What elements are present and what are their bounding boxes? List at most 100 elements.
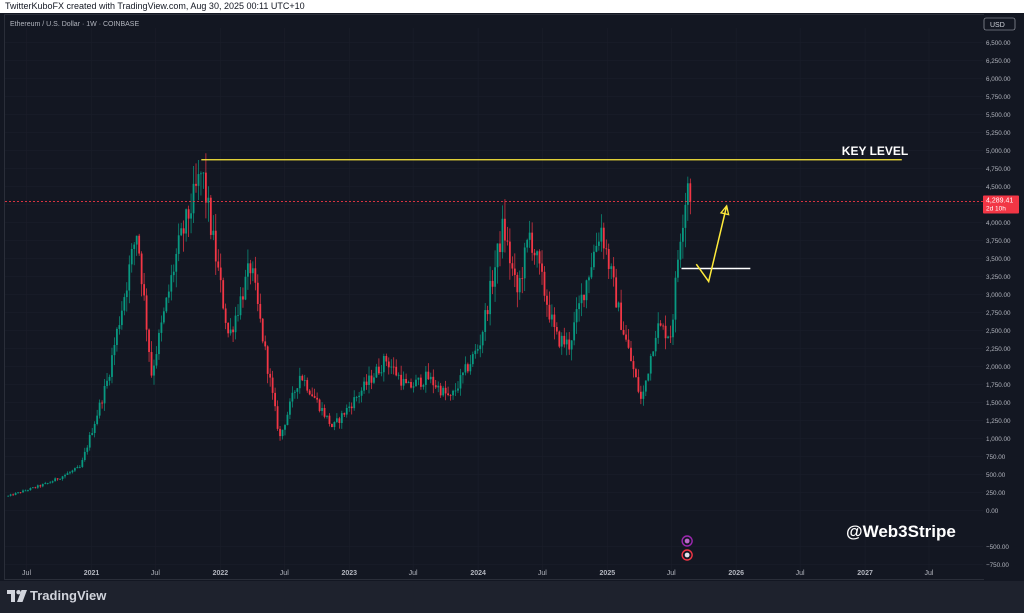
- candle-body: [14, 493, 17, 495]
- price-tick-label: 6,500.00: [986, 40, 1011, 47]
- candle-body: [311, 394, 314, 397]
- candle-body: [335, 418, 338, 422]
- candle-body: [39, 485, 42, 487]
- candle-body: [17, 492, 19, 494]
- time-tick-label: Jul: [409, 570, 418, 577]
- candle-body: [256, 282, 259, 304]
- candle-body: [209, 197, 212, 235]
- candle-body: [358, 395, 361, 398]
- candle-body: [190, 213, 192, 219]
- candle-body: [158, 332, 160, 355]
- price-gridlines: [5, 28, 983, 578]
- candle-body: [108, 376, 111, 381]
- candle-body: [476, 349, 479, 351]
- candle-body: [318, 399, 321, 411]
- candle-body: [612, 266, 615, 278]
- candle-body: [197, 174, 200, 186]
- candle-body: [106, 380, 108, 386]
- candle-body: [392, 366, 395, 368]
- candle-body: [664, 325, 667, 339]
- candle-body: [563, 335, 566, 345]
- candle-body: [254, 268, 257, 283]
- candle-body: [276, 406, 279, 429]
- price-tick-label: 500.00: [986, 472, 1006, 479]
- tradingview-logo-icon[interactable]: [7, 590, 27, 602]
- candle-body: [41, 484, 44, 487]
- candle-body: [508, 241, 511, 264]
- candle-body: [27, 490, 29, 491]
- candle-body: [259, 303, 262, 319]
- candle-body: [523, 247, 526, 279]
- candle-body: [506, 240, 509, 242]
- candle-body: [355, 397, 358, 398]
- candle-body: [410, 382, 412, 388]
- candle-body: [321, 408, 323, 411]
- candle-body: [200, 173, 202, 175]
- candle-body: [387, 361, 390, 368]
- currency-box[interactable]: [983, 17, 1016, 31]
- time-axis: Jul 2021 Jul 2022 Jul 2023 Jul 2024 Jul 2025 Jul 20…: [22, 570, 934, 577]
- candle-body: [622, 329, 625, 335]
- candle-body: [9, 494, 12, 496]
- candle-body: [375, 366, 378, 378]
- chart-panel[interactable]: [4, 14, 1020, 580]
- price-tick-label: 3,000.00: [986, 292, 1011, 299]
- candle-body: [452, 390, 454, 396]
- candle-body: [499, 243, 501, 253]
- time-tick-label: 2021: [84, 570, 100, 577]
- candle-body: [615, 277, 618, 308]
- candle-body: [232, 329, 234, 333]
- candle-body: [531, 232, 534, 253]
- candle-body: [261, 318, 264, 342]
- candle-body: [620, 302, 623, 330]
- candle-body: [135, 235, 138, 245]
- candle-body: [407, 382, 410, 384]
- candle-body: [271, 377, 274, 393]
- time-tick-label: 2023: [341, 570, 357, 577]
- candle-body: [689, 183, 692, 202]
- candle-body: [237, 315, 239, 317]
- time-tick-label: Jul: [667, 570, 676, 577]
- price-tick-label: 2,500.00: [986, 328, 1011, 335]
- candle-body: [29, 488, 32, 491]
- candle-body: [133, 244, 136, 249]
- candle-body: [454, 390, 457, 392]
- candle-body: [49, 482, 52, 484]
- candle-body: [98, 402, 101, 416]
- candle-body: [536, 251, 538, 256]
- candle-body: [415, 379, 417, 387]
- candle-body: [19, 492, 22, 494]
- candle-body: [224, 308, 227, 323]
- candle-body: [331, 423, 333, 428]
- candle-body: [150, 352, 153, 376]
- candle-body: [368, 375, 370, 385]
- branding-bar: [0, 581, 1024, 613]
- candle-body: [382, 356, 385, 373]
- candle-body: [22, 490, 24, 493]
- candle-body: [204, 172, 207, 203]
- candle-body: [644, 380, 647, 392]
- candle-body: [600, 227, 603, 242]
- price-tick-label: 0.00: [986, 508, 999, 515]
- candle-body: [91, 433, 94, 436]
- last-price-countdown: 2d 10h: [986, 206, 1006, 213]
- candle-body: [471, 354, 474, 365]
- candle-body: [170, 275, 173, 292]
- candle-body: [217, 261, 220, 268]
- price-tick-label: 2,750.00: [986, 310, 1011, 317]
- candle-body: [533, 252, 536, 256]
- time-tick-label: 2027: [857, 570, 873, 577]
- candle-body: [551, 314, 553, 320]
- tradingview-brand[interactable]: TradingView: [30, 588, 107, 603]
- last-price-badge: 4,289.41 2d 10h: [983, 195, 1019, 214]
- candle-body: [462, 372, 464, 376]
- candle-body: [182, 228, 185, 234]
- price-tick-label: 6,250.00: [986, 58, 1011, 65]
- candle-body: [88, 435, 91, 448]
- candle-body: [597, 241, 600, 246]
- candle-body: [541, 263, 543, 272]
- candle-body: [269, 373, 272, 378]
- candle-body: [279, 428, 281, 437]
- candle-body: [172, 271, 175, 276]
